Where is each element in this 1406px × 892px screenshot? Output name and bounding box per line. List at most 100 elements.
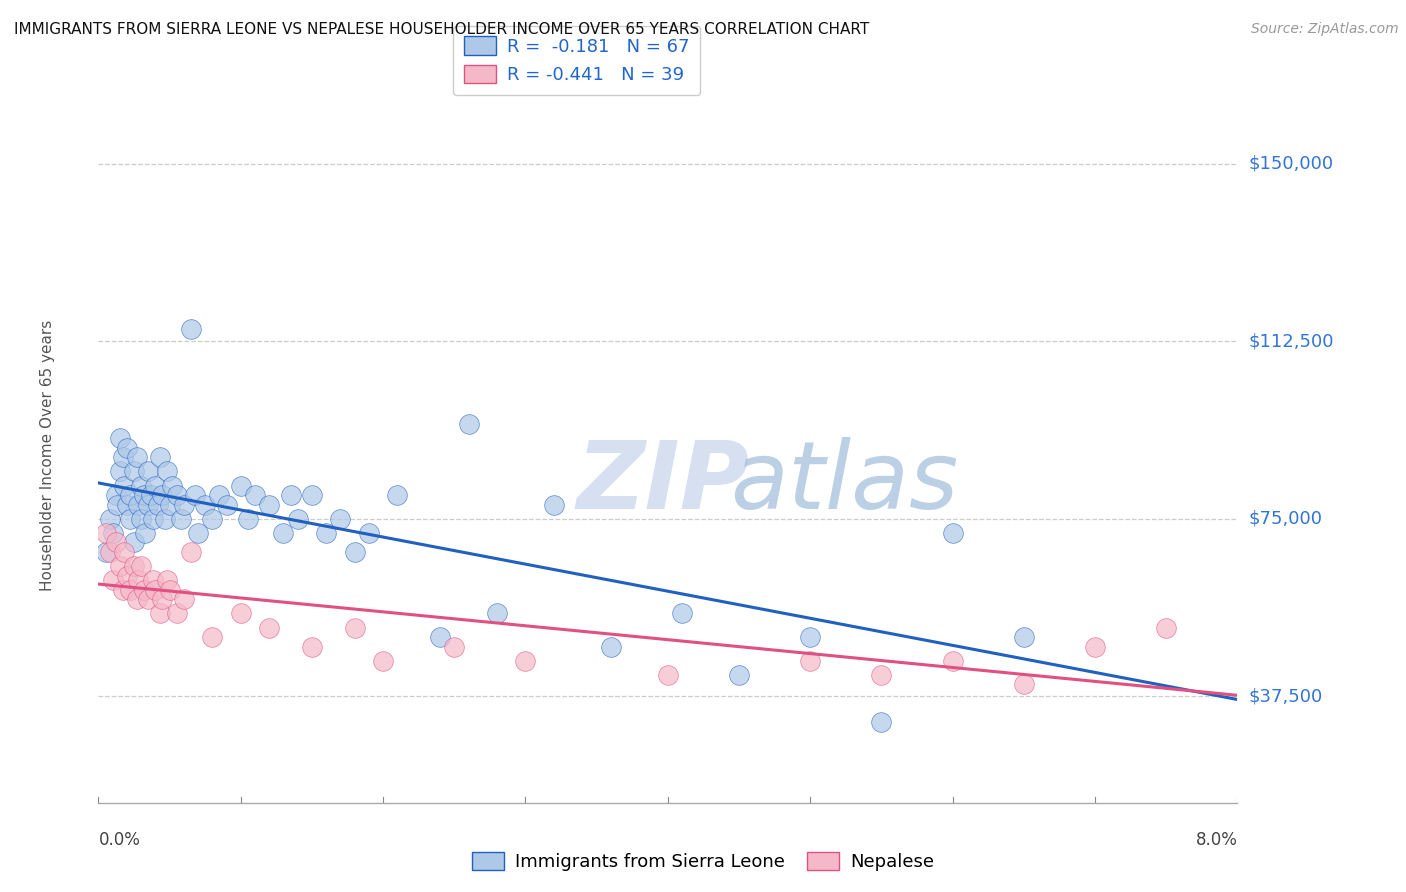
Point [194,498,217,512]
Point [870,715,893,730]
Text: 8.0%: 8.0% [1195,830,1237,848]
Point [184,488,207,502]
Point [136,592,159,607]
Point [118,582,141,597]
Point [343,621,366,635]
Point [152,592,174,607]
Point [108,559,131,574]
Point [259,621,281,635]
Point [301,488,323,502]
Point [112,478,135,492]
Point [125,450,148,465]
Point [98,512,121,526]
Point [98,545,121,559]
Point [111,582,134,597]
Point [301,640,323,654]
Point [1012,630,1035,644]
Point [166,488,188,502]
Point [870,668,893,682]
Text: $150,000: $150,000 [1249,155,1334,173]
Point [371,654,394,668]
Point [159,582,181,597]
Text: atlas: atlas [731,437,959,528]
Point [443,640,465,654]
Point [115,441,138,455]
Point [280,488,302,502]
Point [162,478,184,492]
Point [180,322,202,336]
Point [159,498,181,512]
Point [108,431,131,445]
Point [104,488,127,502]
Point [141,512,163,526]
Point [187,526,209,541]
Point [132,488,155,502]
Point [156,465,179,479]
Point [139,488,162,502]
Point [215,498,238,512]
Point [101,574,124,588]
Point [229,478,252,492]
Point [259,498,281,512]
Point [111,450,134,465]
Point [799,630,821,644]
Point [145,582,167,597]
Point [141,574,163,588]
Legend: R =  -0.181   N = 67, R = -0.441   N = 39: R = -0.181 N = 67, R = -0.441 N = 39 [453,26,700,95]
Point [115,568,138,582]
Point [156,574,179,588]
Point [149,450,172,465]
Point [357,526,380,541]
Point [671,607,693,621]
Point [942,654,965,668]
Point [515,654,537,668]
Point [136,465,159,479]
Point [657,668,679,682]
Point [1084,640,1107,654]
Point [122,535,145,549]
Point [122,559,145,574]
Point [122,465,145,479]
Point [166,607,188,621]
Point [94,526,117,541]
Point [229,607,252,621]
Point [129,478,152,492]
Point [132,582,155,597]
Point [201,630,224,644]
Point [343,545,366,559]
Point [457,417,479,432]
Point [149,607,172,621]
Point [134,526,156,541]
Point [543,498,565,512]
Point [600,640,623,654]
Text: 0.0%: 0.0% [98,830,141,848]
Point [387,488,409,502]
Point [152,488,174,502]
Point [125,592,148,607]
Point [728,668,751,682]
Point [799,654,821,668]
Point [129,512,152,526]
Point [112,545,135,559]
Point [118,488,141,502]
Point [208,488,231,502]
Point [127,574,149,588]
Text: IMMIGRANTS FROM SIERRA LEONE VS NEPALESE HOUSEHOLDER INCOME OVER 65 YEARS CORREL: IMMIGRANTS FROM SIERRA LEONE VS NEPALESE… [14,22,869,37]
Point [118,512,141,526]
Point [94,545,117,559]
Point [429,630,451,644]
Point [236,512,259,526]
Point [173,498,195,512]
Point [180,545,202,559]
Point [170,512,193,526]
Text: Householder Income Over 65 years: Householder Income Over 65 years [39,319,55,591]
Point [201,512,224,526]
Point [173,592,195,607]
Point [273,526,295,541]
Point [155,512,177,526]
Point [315,526,337,541]
Point [287,512,309,526]
Point [105,498,128,512]
Point [136,498,159,512]
Point [101,526,124,541]
